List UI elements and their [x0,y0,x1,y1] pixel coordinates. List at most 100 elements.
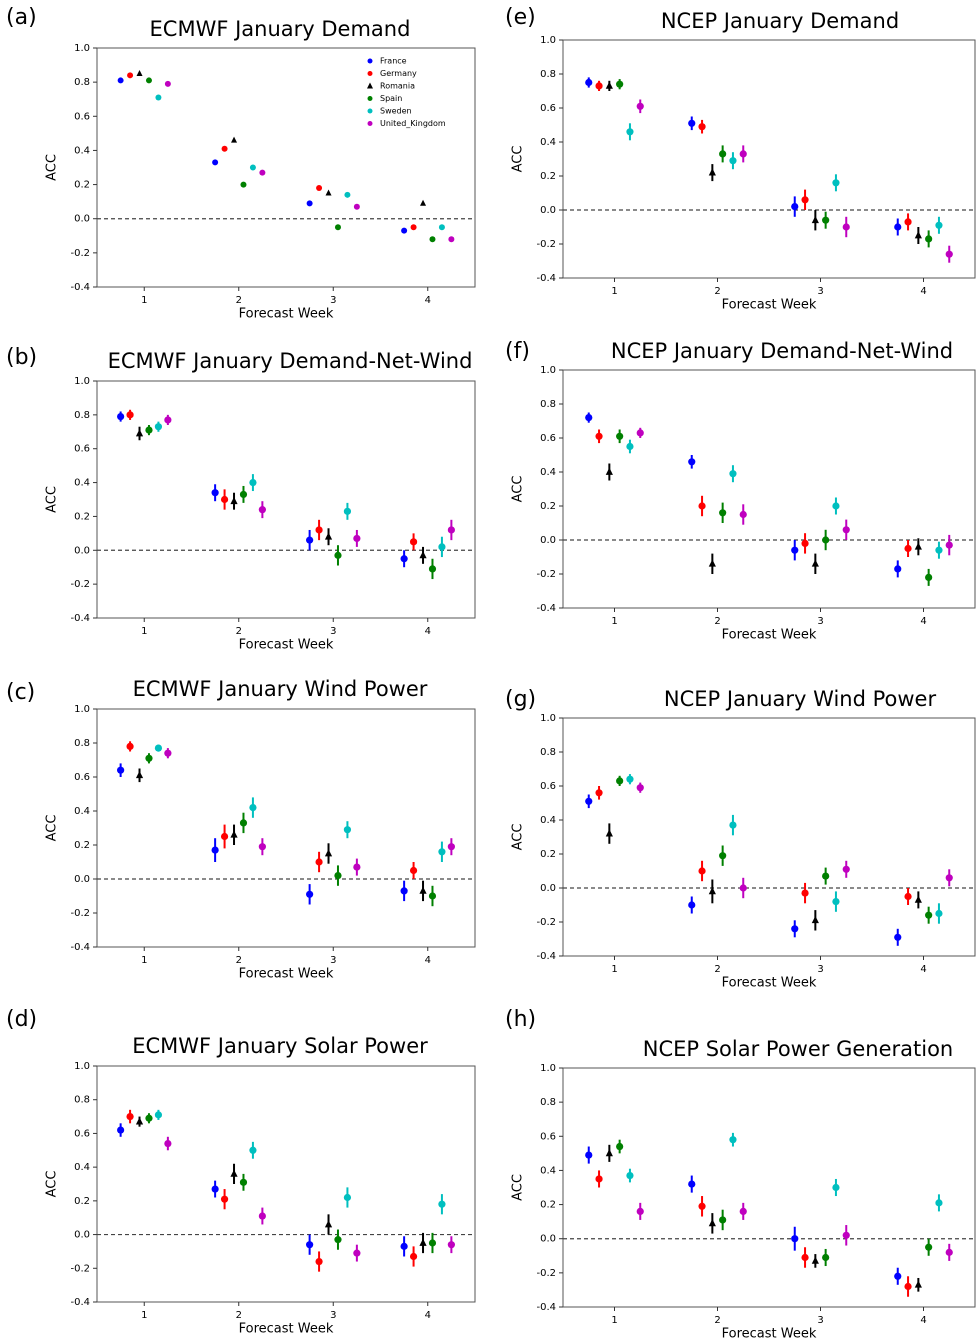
marker [945,541,953,549]
marker [842,223,850,231]
x-axis-label: Forecast Week [722,628,817,643]
marker [925,1243,933,1251]
y-tick-label: -0.2 [70,908,90,919]
y-tick-label: 0.8 [74,1095,90,1106]
y-tick-label: -0.2 [536,569,556,580]
marker [585,1151,593,1159]
plot-frame [562,1067,976,1308]
x-tick-label: 1 [611,1315,617,1326]
marker [117,77,124,84]
y-tick-label: 0.2 [540,501,556,512]
marker [409,1252,418,1261]
marker [595,1175,603,1183]
marker [904,892,912,901]
marker [595,82,603,90]
marker [616,432,624,440]
marker [117,412,125,421]
y-tick-label: 0.2 [540,1200,556,1211]
marker [811,559,819,567]
marker [914,895,922,903]
marker [231,136,238,143]
marker [306,890,314,898]
marker [117,1126,125,1134]
legend-label: France [380,57,407,66]
legend-marker [367,71,373,76]
marker [945,874,953,882]
marker [914,542,922,550]
y-tick-label: -0.2 [536,1268,556,1279]
y-tick-label: -0.4 [70,942,90,953]
marker [688,901,696,909]
y-tick-label: 0.6 [540,781,556,792]
marker [353,863,361,871]
marker [719,150,727,158]
y-tick-label: 0.4 [74,145,90,156]
y-tick-label: 0.4 [74,806,90,817]
marker [438,543,446,551]
x-tick-label: 1 [141,626,147,637]
chart-title: ECMWF January Solar Power [132,1034,428,1058]
x-axis-label: Forecast Week [722,976,817,991]
x-tick-label: 2 [714,616,720,627]
marker [447,843,455,851]
y-tick-label: -0.2 [70,1263,90,1274]
y-axis-label: ACC [511,824,526,851]
marker [636,429,644,437]
marker [154,423,163,431]
marker [117,766,125,774]
legend-marker [367,58,373,64]
x-tick-label: 2 [236,1310,242,1321]
marker [145,426,153,434]
y-tick-label: 0.0 [74,1230,90,1241]
y-tick-label: 0.4 [540,137,556,148]
marker [698,867,706,875]
y-tick-label: 0.6 [540,1131,556,1142]
y-tick-label: 0.4 [540,815,556,826]
marker [605,81,613,89]
marker [719,509,727,517]
marker [316,184,323,191]
marker [636,102,644,110]
x-tick-label: 4 [425,1310,431,1321]
y-axis-label: ACC [511,146,526,173]
marker [822,536,830,544]
x-tick-label: 3 [330,626,336,637]
marker [801,889,809,897]
marker [212,159,219,166]
legend-label: Sweden [380,107,412,116]
marker [145,754,153,762]
x-tick-label: 3 [817,286,823,297]
marker [419,1238,427,1246]
marker [894,933,902,941]
marker [334,551,342,559]
y-tick-label: 1.0 [540,1063,556,1074]
y-tick-label: 0.8 [540,69,556,80]
y-tick-label: 0.2 [74,511,90,522]
marker [353,534,361,543]
marker [429,236,436,243]
marker [626,128,634,136]
marker [719,1216,727,1224]
x-tick-label: 1 [611,964,617,975]
y-tick-label: 1.0 [74,43,90,54]
y-tick-label: 0.2 [74,840,90,851]
y-tick-label: 1.0 [540,35,556,46]
marker [325,189,332,196]
y-tick-label: 0.6 [74,772,90,783]
marker [914,231,922,239]
y-tick-label: 1.0 [540,713,556,724]
chart-title: ECMWF January Demand-Net-Wind [108,349,473,373]
marker [904,544,912,553]
marker [595,789,603,797]
marker [220,1195,229,1203]
y-axis-label: ACC [45,815,60,842]
x-tick-label: 4 [920,964,926,975]
marker [428,565,437,573]
y-tick-label: -0.2 [70,579,90,590]
marker [135,1117,144,1125]
marker [315,858,323,866]
marker [126,742,134,751]
y-tick-label: 0.0 [74,874,90,885]
marker [230,496,238,505]
marker [334,872,342,880]
